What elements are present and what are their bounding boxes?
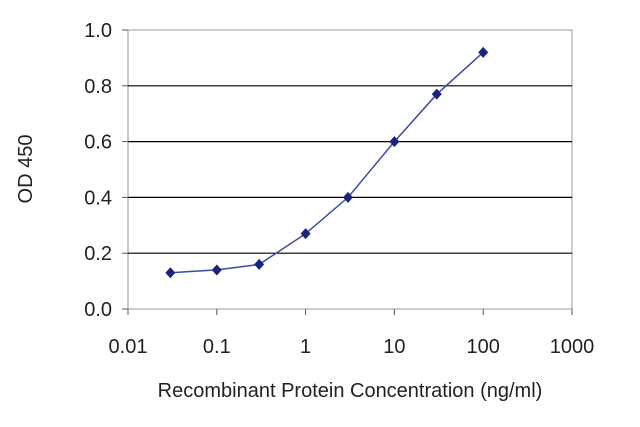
x-tick-label: 10 [383,336,405,358]
data-point-marker [211,264,222,276]
data-point-marker [431,88,442,100]
data-point-marker [478,46,489,58]
x-tick-label: 1 [300,336,311,358]
grid-lines [128,85,572,254]
y-tick-label: 0.0 [84,299,112,321]
series-line [170,51,484,274]
x-tick-label: 1000 [550,336,595,358]
y-tick-label: 0.2 [84,243,112,265]
x-tick-label: 100 [467,336,500,358]
data-point-marker [300,228,311,240]
y-axis-ticks: 0.0 0.2 0.4 0.6 0.8 1.0 [84,20,128,321]
x-tick-label: 0.1 [203,336,231,358]
data-point-marker [389,136,400,148]
data-point-marker [342,191,353,203]
y-tick-label: 0.8 [84,76,112,98]
data-point-marker [254,258,265,270]
x-tick-label: 0.01 [109,336,148,358]
y-axis-title: OD 450 [15,135,37,204]
data-point-marker [165,267,176,279]
plot-area [127,29,573,310]
data-points [165,46,489,279]
y-tick-label: 0.6 [84,132,112,154]
x-axis-title: Recombinant Protein Concentration (ng/ml… [158,380,543,402]
y-tick-label: 1.0 [84,20,112,42]
x-axis-ticks: 0.01 0.1 1 10 100 1000 [109,309,595,358]
y-tick-label: 0.4 [84,187,112,209]
